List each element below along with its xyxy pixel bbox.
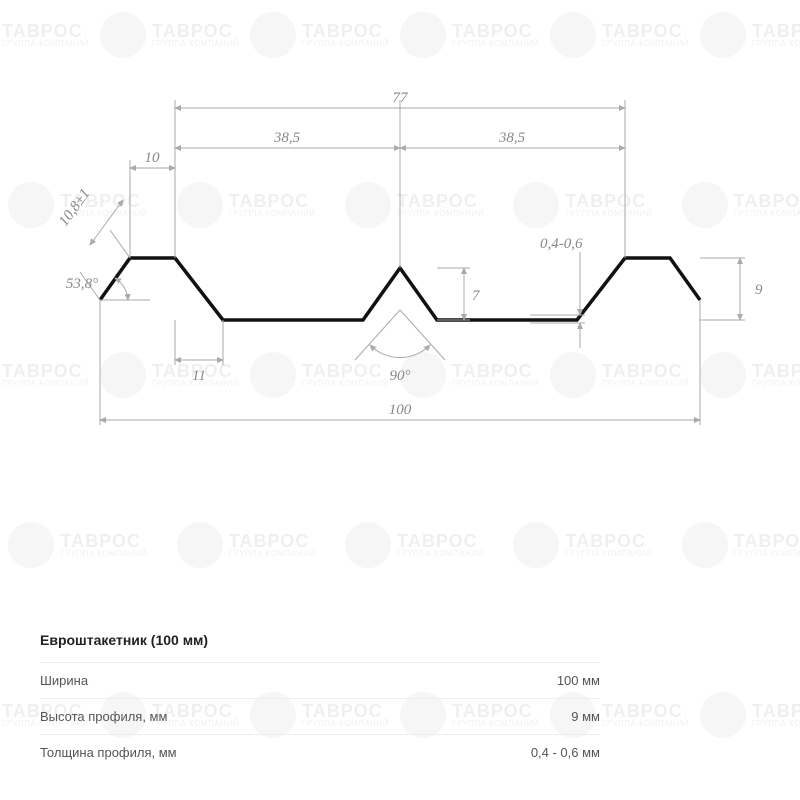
dim-edge-angle: 53,8° (66, 276, 98, 292)
dim-flat-top: 10 (145, 150, 161, 166)
dim-full-width: 100 (389, 402, 412, 418)
technical-drawing: 77 38,5 38,5 10 100 11 9 7 0,4-0,6 (0, 0, 800, 560)
spec-title: Евроштакетник (100 мм) (40, 632, 600, 648)
dim-slope-bottom: 11 (192, 368, 206, 384)
dimension-lines: 77 38,5 38,5 10 100 11 9 7 0,4-0,6 (56, 90, 763, 420)
spec-table: Евроштакетник (100 мм) Ширина100 ммВысот… (40, 632, 600, 770)
dim-height-right: 9 (755, 282, 763, 298)
dim-half-left: 38,5 (273, 130, 301, 146)
dim-edge-len: 10,8±1 (56, 186, 94, 229)
dim-peak-angle: 90° (390, 368, 411, 384)
spec-row: Толщина профиля, мм0,4 - 0,6 мм (40, 734, 600, 770)
dim-thickness: 0,4-0,6 (540, 236, 583, 252)
spec-row: Ширина100 мм (40, 662, 600, 698)
spec-row: Высота профиля, мм9 мм (40, 698, 600, 734)
dim-top-total: 77 (393, 90, 410, 106)
dim-peak-height: 7 (472, 288, 481, 304)
dim-half-right: 38,5 (498, 130, 526, 146)
